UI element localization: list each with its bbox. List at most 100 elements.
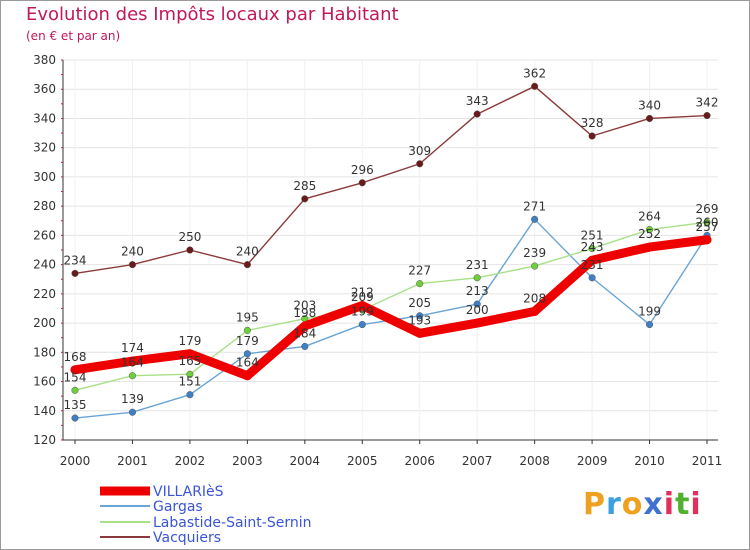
data-point [473, 274, 481, 282]
data-label: 151 [178, 375, 201, 389]
x-axis-ticks: 2000 2001 2002 2003 2004 2005 2006 2007 2008 2009… [60, 440, 723, 468]
data-label: 252 [638, 227, 661, 241]
x-tick-label: 2006 [404, 454, 435, 468]
data-point [645, 225, 654, 234]
data-label: 184 [293, 326, 316, 340]
x-tick-label: 2001 [117, 454, 148, 468]
data-label: 164 [121, 356, 144, 370]
data-point [531, 215, 539, 223]
data-label: 251 [581, 229, 604, 243]
y-tick-label: 340 [33, 111, 56, 125]
data-point [530, 306, 540, 316]
data-point [703, 218, 711, 226]
data-point [301, 342, 309, 351]
data-point [588, 274, 596, 282]
legend-label: Labastide-Saint-Sernin [153, 515, 311, 531]
data-point [588, 244, 596, 253]
data-label: 199 [638, 305, 661, 319]
data-point [358, 179, 366, 187]
data-label: 200 [466, 303, 489, 317]
data-point [416, 280, 424, 288]
data-label: 165 [178, 354, 201, 368]
data-label: 240 [236, 245, 259, 259]
data-point [357, 301, 367, 311]
data-point [703, 111, 711, 120]
series-line-3 [74, 85, 708, 275]
data-label: 209 [351, 290, 374, 304]
proxiti-logo: Proxiti [583, 487, 702, 522]
data-label: 328 [581, 116, 604, 130]
data-point [531, 262, 539, 270]
data-point [645, 114, 654, 123]
data-point [416, 312, 424, 320]
data-point [128, 261, 137, 269]
data-point [473, 110, 481, 118]
data-point [587, 255, 597, 265]
data-label: 264 [638, 210, 661, 224]
data-label: 250 [178, 230, 201, 244]
data-label: 205 [408, 296, 431, 310]
y-tick-label: 200 [33, 316, 56, 330]
data-label: 271 [523, 199, 546, 213]
series-lines [70, 82, 712, 422]
y-axis-ticks: 120 140 160 180 200 220 240 260 280 300 320 340 360 3… [33, 53, 56, 447]
y-tick-label: 160 [33, 375, 56, 389]
data-label: 257 [696, 220, 719, 234]
data-point [416, 160, 424, 168]
data-label: 342 [696, 96, 719, 110]
data-label: 198 [293, 306, 316, 320]
data-label: 213 [466, 284, 489, 298]
data-point [473, 300, 481, 308]
data-label: 285 [293, 179, 316, 193]
data-label: 212 [351, 286, 374, 300]
x-tick-label: 2004 [290, 454, 321, 468]
data-label: 174 [121, 341, 144, 355]
data-label: 227 [408, 264, 431, 278]
data-point [185, 349, 195, 359]
chart-subtitle: (en € et par an) [26, 29, 121, 43]
data-point [531, 82, 539, 90]
data-point [300, 321, 310, 331]
y-tick-label: 260 [33, 228, 56, 242]
data-label: 309 [408, 144, 431, 158]
data-label: 269 [696, 202, 719, 216]
data-label: 164 [236, 356, 259, 370]
data-point [186, 370, 194, 378]
data-point [128, 408, 137, 416]
data-point [415, 328, 425, 338]
data-labels: 234 240 250 240 285 296 309 343 362 328 340 342 135 1… [64, 66, 719, 412]
legend-label: VILLARIèS [153, 484, 224, 500]
data-label: 340 [638, 98, 661, 112]
y-tick-label: 380 [33, 53, 56, 67]
x-tick-label: 2005 [347, 454, 378, 468]
data-point [127, 356, 137, 366]
x-tick-label: 2011 [692, 454, 723, 468]
data-point [186, 246, 194, 254]
x-tick-label: 2003 [232, 454, 263, 468]
legend-label: Gargas [153, 499, 203, 515]
axes [61, 59, 718, 441]
data-point [243, 350, 251, 358]
legend-label: Vacquiers [153, 530, 221, 546]
data-label: 239 [523, 246, 546, 260]
x-tick-label: 2009 [577, 454, 608, 468]
data-label: 195 [236, 310, 259, 324]
data-point [702, 235, 712, 245]
data-point [645, 242, 655, 252]
y-tick-label: 140 [33, 404, 56, 418]
data-label: 260 [696, 215, 719, 229]
series-line-2 [74, 221, 708, 392]
data-point [71, 414, 79, 422]
data-point [71, 386, 79, 394]
data-label: 193 [408, 313, 431, 327]
logo-letter: x [643, 487, 664, 522]
data-label: 179 [236, 334, 259, 348]
logo-letter: t [675, 487, 691, 522]
data-label: 154 [64, 370, 87, 384]
y-tick-label: 220 [33, 287, 56, 301]
data-point [472, 318, 482, 328]
data-label: 208 [523, 291, 546, 305]
data-point [358, 320, 366, 329]
